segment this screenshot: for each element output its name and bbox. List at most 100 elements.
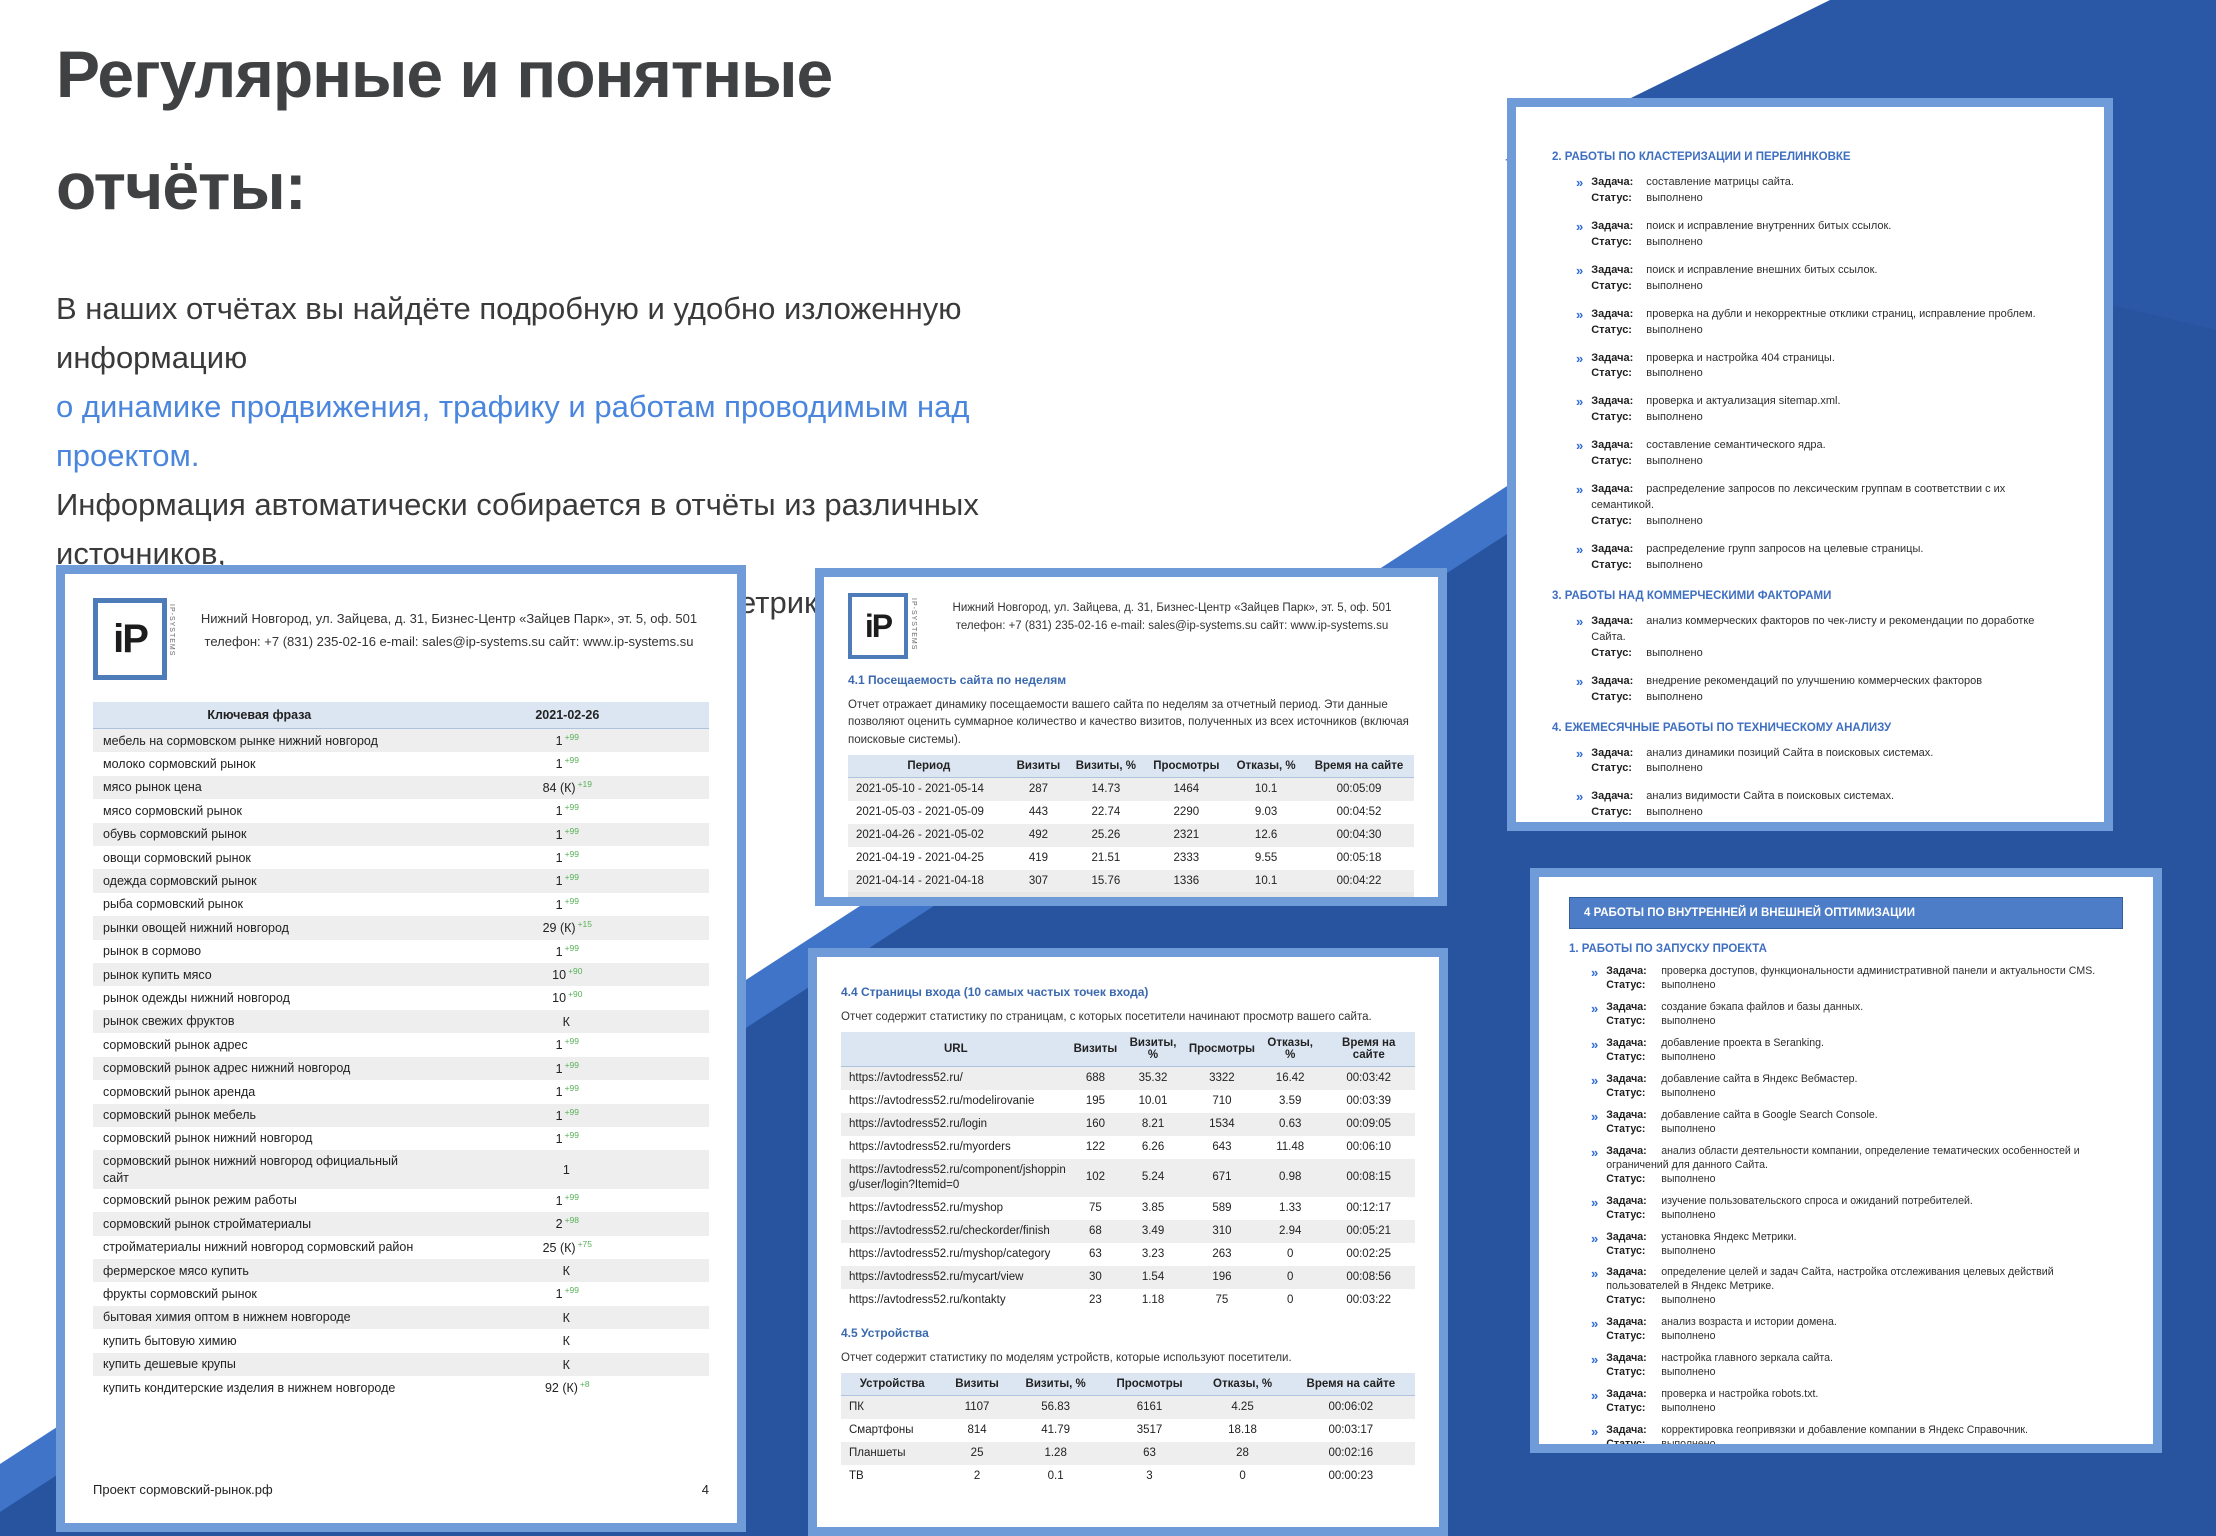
task-item: » Задача: определение целей и задач Сайт… bbox=[1591, 1266, 2123, 1308]
status-label: Статус: bbox=[1606, 978, 1646, 991]
keyword-row: сормовский рынок стройматериалы 2 +98 bbox=[93, 1212, 709, 1236]
keyword-position: 1 +99 bbox=[555, 1059, 579, 1076]
period-cell: 2021-05-10 - 2021-05-14 bbox=[856, 782, 984, 795]
task-body: Задача: проверка и актуализация sitemap.… bbox=[1591, 394, 1840, 426]
task-line: Задача: анализ области деятельности комп… bbox=[1606, 1145, 2123, 1173]
time-cell: 00:04:50 bbox=[1303, 892, 1414, 897]
device-cell: ТВ bbox=[849, 1469, 864, 1482]
keyword-row: обувь сормовский рынок 1 +99 bbox=[93, 822, 709, 847]
time-cell: 00:04:30 bbox=[1336, 828, 1382, 841]
status-label: Статус: bbox=[1606, 1122, 1646, 1135]
status-value: выполнено bbox=[1646, 690, 1703, 703]
task-label: Задача: bbox=[1606, 1036, 1647, 1049]
status-line: Статус: выполнено bbox=[1591, 191, 1794, 207]
time-cell: 00:04:22 bbox=[1336, 874, 1382, 887]
task-item: » Задача: составление семантического ядр… bbox=[1576, 438, 2068, 470]
task-text: установка Яндекс Метрики. bbox=[1661, 1230, 1797, 1243]
position-change: +8 bbox=[579, 1379, 590, 1390]
keyword-col-header: Ключевая фраза bbox=[93, 702, 426, 729]
bounce-cell: 0 bbox=[1286, 1270, 1294, 1283]
entry-page-row: https://avtodress52.ru/myshop 75 3.85 58… bbox=[841, 1197, 1415, 1220]
status-line: Статус: выполнено bbox=[1606, 1330, 1837, 1344]
task-line: Задача: добавление проекта в Seranking. bbox=[1606, 1037, 1824, 1051]
keyword-phrase: мясо рынок цена bbox=[103, 780, 202, 795]
visits-cell: 1948 bbox=[1009, 892, 1068, 897]
visits-pct-cell: 6.26 bbox=[1141, 1141, 1165, 1154]
tasks-section-heading: 4. ЕЖЕМЕСЯЧНЫЕ РАБОТЫ ПО ТЕХНИЧЕСКОМУ АН… bbox=[1552, 721, 1892, 734]
visits-pct-cell: 1.28 bbox=[1044, 1446, 1067, 1459]
entry-page-row: https://avtodress52.ru/component/jshoppi… bbox=[841, 1159, 1415, 1197]
task-label: Задача: bbox=[1591, 674, 1634, 687]
status-value: выполнено bbox=[1646, 806, 1703, 819]
page-title-line2: отчёты: bbox=[56, 149, 307, 223]
task-label: Задача: bbox=[1591, 439, 1634, 452]
task-line: Задача: анализ динамики позиций Сайта в … bbox=[1591, 746, 1933, 762]
views-cell: 1336 bbox=[1173, 874, 1200, 887]
url-cell: https://avtodress52.ru/ bbox=[849, 1072, 963, 1085]
logo-side-text: IP-SYSTEMS bbox=[910, 598, 917, 651]
task-body: Задача: корректировка геопривязки и доба… bbox=[1606, 1424, 2028, 1451]
keyword-row: купить бытовую химию К bbox=[93, 1329, 709, 1352]
status-line: Статус: выполнено bbox=[1591, 323, 2035, 339]
task-line: Задача: изучение пользовательского спрос… bbox=[1606, 1195, 1973, 1209]
url-cell: https://avtodress52.ru/myorders bbox=[849, 1141, 1011, 1154]
time-cell: 00:08:56 bbox=[1346, 1270, 1392, 1283]
task-label: Задача: bbox=[1606, 1072, 1647, 1085]
time-cell: 00:06:02 bbox=[1328, 1400, 1374, 1413]
task-line: Задача: установка Яндекс Метрики. bbox=[1606, 1231, 1796, 1245]
section-title-entry-pages: 4.4 Страницы входа (10 самых частых точе… bbox=[841, 985, 1149, 999]
status-value: выполнено bbox=[1646, 323, 1703, 336]
task-text: добавление проекта в Seranking. bbox=[1661, 1036, 1824, 1049]
page-title-line1: Регулярные и понятные bbox=[56, 37, 833, 111]
keyword-position: 1 +99 bbox=[555, 849, 579, 866]
url-cell: https://avtodress52.ru/component/jshoppi… bbox=[849, 1164, 1066, 1191]
keyword-report-frame: iP IP-SYSTEMS Нижний Новгород, ул. Зайце… bbox=[56, 565, 746, 1532]
chevron-icon: » bbox=[1576, 541, 1583, 557]
keyword-phrase: рынок одежды нижний новгород bbox=[103, 991, 290, 1006]
task-body: Задача: распределение групп запросов на … bbox=[1591, 542, 1923, 574]
chevron-icon: » bbox=[1591, 1230, 1598, 1246]
task-line: Задача: проверка и настройка 404 страниц… bbox=[1591, 351, 1835, 367]
visits-cell: 688 bbox=[1085, 1072, 1105, 1085]
task-label: Задача: bbox=[1606, 1000, 1647, 1013]
device-row: ПК 1107 56.83 6161 4.25 00:06:02 bbox=[841, 1395, 1415, 1419]
task-label: Задача: bbox=[1606, 1352, 1647, 1365]
keyword-position: 25 (К) +75 bbox=[542, 1238, 593, 1255]
visits-row: 2021-04-19 - 2021-04-25 419 21.51 2333 9… bbox=[848, 847, 1414, 870]
chevron-icon: » bbox=[1591, 1144, 1598, 1160]
position-change: +99 bbox=[564, 1129, 579, 1140]
bounce-cell: 0 bbox=[1239, 1469, 1246, 1482]
chevron-icon: » bbox=[1591, 1194, 1598, 1210]
table-header-cell: Визиты, % bbox=[1067, 754, 1145, 778]
keyword-row: фрукты сормовский рынок 1 +99 bbox=[93, 1282, 709, 1305]
status-line: Статус: выполнено bbox=[1591, 805, 1894, 821]
bounce-cell: 1.33 bbox=[1279, 1201, 1302, 1214]
views-cell: 671 bbox=[1212, 1171, 1232, 1184]
chevron-icon: » bbox=[1576, 350, 1583, 366]
keyword-row: мебель на сормовском рынке нижний новгор… bbox=[93, 728, 709, 753]
keyword-row: сормовский рынок аренда 1 +99 bbox=[93, 1080, 709, 1103]
status-label: Статус: bbox=[1591, 235, 1632, 248]
time-cell: 00:02:16 bbox=[1328, 1446, 1374, 1459]
status-label: Статус: bbox=[1606, 1438, 1646, 1451]
position-change: +99 bbox=[564, 1059, 579, 1070]
task-item: » Задача: добавление сайта в Google Sear… bbox=[1591, 1109, 2123, 1137]
status-label: Статус: bbox=[1591, 411, 1632, 424]
status-value: выполнено bbox=[1661, 1294, 1716, 1307]
visits-cell: 160 bbox=[1085, 1118, 1105, 1131]
company-logo: iP IP-SYSTEMS bbox=[93, 598, 175, 680]
keyword-table: Ключевая фраза 2021-02-26 мебель на сорм… bbox=[93, 702, 709, 1399]
tasks-section-heading: 3. РАБОТЫ НАД КОММЕРЧЕСКИМИ ФАКТОРАМИ bbox=[1552, 589, 1832, 602]
period-cell: 2021-04-19 - 2021-04-25 bbox=[856, 851, 984, 864]
table-header-cell: Визиты bbox=[1070, 1032, 1121, 1068]
report-header: iP IP-SYSTEMS Нижний Новгород, ул. Зайце… bbox=[848, 593, 1414, 659]
keyword-row: рынок в сормово 1 +99 bbox=[93, 940, 709, 963]
status-line: Статус: выполнено bbox=[1591, 558, 1923, 574]
task-line: Задача: корректировка геопривязки и доба… bbox=[1606, 1424, 2028, 1438]
views-cell: 710 bbox=[1212, 1095, 1232, 1108]
bounce-cell: 0 bbox=[1286, 1293, 1294, 1306]
task-text: добавление сайта в Яндекс Вебмастер. bbox=[1661, 1072, 1858, 1085]
status-value: выполнено bbox=[1661, 1172, 1716, 1185]
chevron-icon: » bbox=[1576, 218, 1583, 234]
time-cell: 00:03:42 bbox=[1346, 1072, 1392, 1085]
